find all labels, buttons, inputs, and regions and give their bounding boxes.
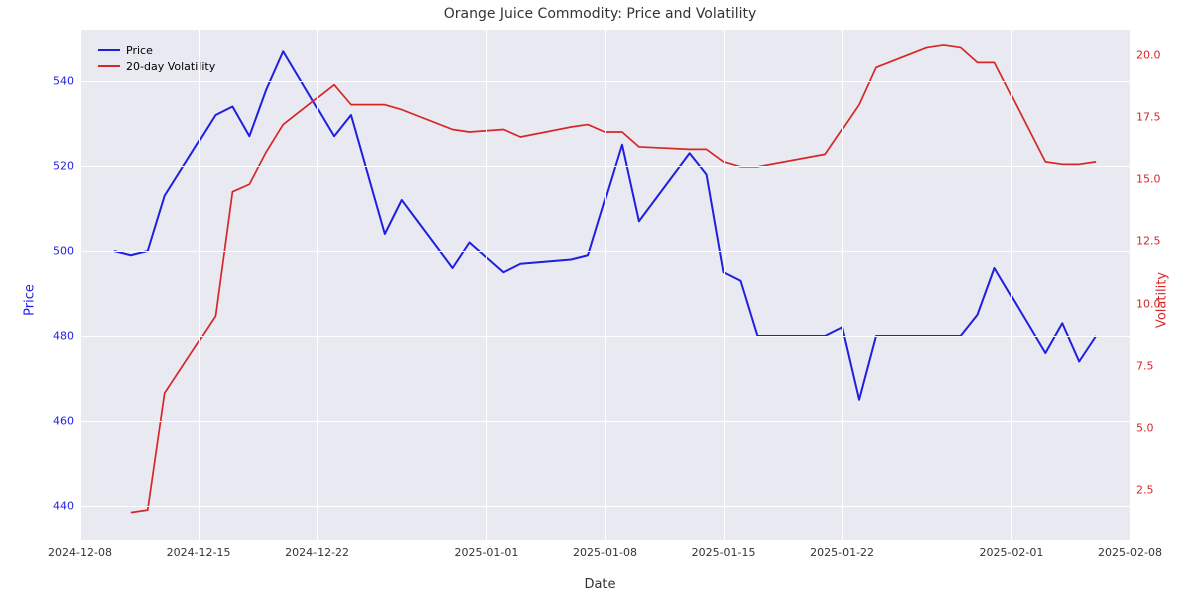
ytick-right: 12.5 bbox=[1136, 235, 1161, 248]
grid-line-vertical bbox=[1011, 30, 1012, 540]
chart-title: Orange Juice Commodity: Price and Volati… bbox=[0, 6, 1200, 22]
grid-line-vertical bbox=[724, 30, 725, 540]
grid-line-vertical bbox=[80, 30, 81, 540]
chart-container: Orange Juice Commodity: Price and Volati… bbox=[0, 0, 1200, 600]
x-axis-label: Date bbox=[0, 577, 1200, 592]
y-axis-left-label: Price bbox=[22, 284, 37, 316]
legend: Price 20-day Volatility bbox=[92, 38, 221, 78]
ytick-right: 10.0 bbox=[1136, 297, 1161, 310]
grid-line-vertical bbox=[199, 30, 200, 540]
xtick: 2025-01-15 bbox=[692, 546, 756, 559]
ytick-left: 440 bbox=[40, 500, 74, 513]
xtick: 2025-01-01 bbox=[454, 546, 518, 559]
ytick-left: 480 bbox=[40, 330, 74, 343]
plot-area: Price 20-day Volatility bbox=[80, 30, 1130, 540]
legend-label: 20-day Volatility bbox=[126, 60, 215, 73]
ytick-left: 460 bbox=[40, 415, 74, 428]
grid-line-vertical bbox=[1130, 30, 1131, 540]
xtick: 2024-12-15 bbox=[167, 546, 231, 559]
grid-line-vertical bbox=[486, 30, 487, 540]
xtick: 2025-02-08 bbox=[1098, 546, 1162, 559]
grid-line-vertical bbox=[605, 30, 606, 540]
xtick: 2024-12-22 bbox=[285, 546, 349, 559]
ytick-right: 5.0 bbox=[1136, 422, 1154, 435]
ytick-right: 15.0 bbox=[1136, 173, 1161, 186]
ytick-right: 17.5 bbox=[1136, 111, 1161, 124]
xtick: 2025-01-08 bbox=[573, 546, 637, 559]
legend-swatch bbox=[98, 65, 120, 67]
ytick-right: 7.5 bbox=[1136, 359, 1154, 372]
xtick: 2025-02-01 bbox=[979, 546, 1043, 559]
grid-line-vertical bbox=[317, 30, 318, 540]
ytick-right: 20.0 bbox=[1136, 48, 1161, 61]
grid-line-vertical bbox=[842, 30, 843, 540]
legend-swatch bbox=[98, 49, 120, 51]
ytick-right: 2.5 bbox=[1136, 484, 1154, 497]
ytick-left: 520 bbox=[40, 160, 74, 173]
legend-label: Price bbox=[126, 44, 153, 57]
ytick-left: 500 bbox=[40, 245, 74, 258]
ytick-left: 540 bbox=[40, 75, 74, 88]
xtick: 2025-01-22 bbox=[810, 546, 874, 559]
series-line bbox=[131, 45, 1096, 513]
xtick: 2024-12-08 bbox=[48, 546, 112, 559]
